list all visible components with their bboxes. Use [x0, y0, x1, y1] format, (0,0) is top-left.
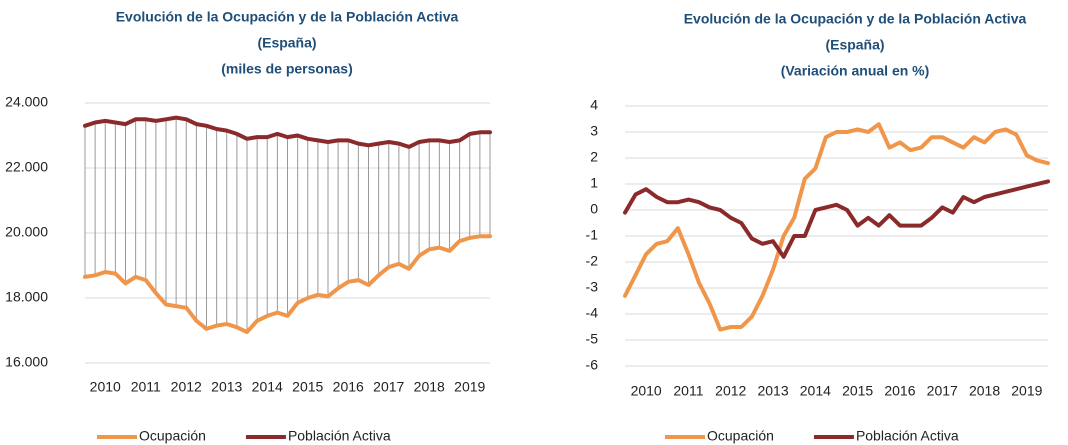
x-tick-label: 2011 [673, 383, 703, 399]
y-tick-label: -1 [586, 227, 599, 243]
x-tick-label: 2014 [252, 379, 283, 395]
x-tick-label: 2015 [842, 383, 873, 399]
chart-title: Evolución de la Ocupación y de la Poblac… [116, 9, 459, 25]
x-tick-label: 2010 [90, 379, 121, 395]
x-tick-label: 2019 [454, 379, 485, 395]
x-tick-label: 2014 [800, 383, 831, 399]
chart-title: (España) [257, 35, 316, 51]
series-line [83, 234, 492, 335]
series-line [623, 122, 1050, 332]
series-line [623, 179, 1050, 259]
chart-title: (miles de personas) [221, 61, 353, 77]
x-tick-label: 2016 [333, 379, 364, 395]
x-tick-label: 2015 [292, 379, 323, 395]
y-tick-label: -3 [586, 279, 599, 295]
chart-title: (España) [825, 37, 884, 53]
x-tick-label: 2013 [211, 379, 242, 395]
x-tick-label: 2010 [631, 383, 662, 399]
x-tick-label: 2012 [171, 379, 202, 395]
y-tick-label: 3 [590, 123, 598, 139]
y-tick-label: -5 [586, 331, 599, 347]
y-tick-label: 24.000 [5, 94, 48, 110]
y-tick-label: 2 [590, 149, 598, 165]
y-tick-label: 22.000 [5, 159, 48, 175]
y-tick-label: 4 [590, 97, 598, 113]
y-tick-label: 1 [590, 175, 598, 191]
x-tick-label: 2017 [373, 379, 404, 395]
x-tick-label: 2018 [969, 383, 1000, 399]
y-tick-label: -4 [586, 305, 599, 321]
chart-title: (Variación anual en %) [781, 63, 930, 79]
y-tick-label: 18.000 [5, 289, 48, 305]
x-tick-label: 2013 [757, 383, 788, 399]
y-tick-label: -6 [586, 357, 599, 373]
legend-label: Ocupación [707, 428, 774, 444]
series-line [83, 115, 492, 149]
legend-label: Población Activa [856, 428, 959, 444]
x-tick-label: 2018 [414, 379, 445, 395]
x-tick-label: 2011 [131, 379, 161, 395]
y-tick-label: -2 [586, 253, 599, 269]
x-tick-label: 2012 [715, 383, 746, 399]
x-tick-label: 2019 [1011, 383, 1042, 399]
chart-title: Evolución de la Ocupación y de la Poblac… [684, 11, 1027, 27]
legend-label: Población Activa [288, 428, 391, 444]
x-tick-label: 2017 [927, 383, 958, 399]
y-tick-label: 20.000 [5, 224, 48, 240]
y-tick-label: 16.000 [5, 354, 48, 370]
x-tick-label: 2016 [884, 383, 915, 399]
y-tick-label: 0 [590, 201, 598, 217]
legend-label: Ocupación [139, 428, 206, 444]
